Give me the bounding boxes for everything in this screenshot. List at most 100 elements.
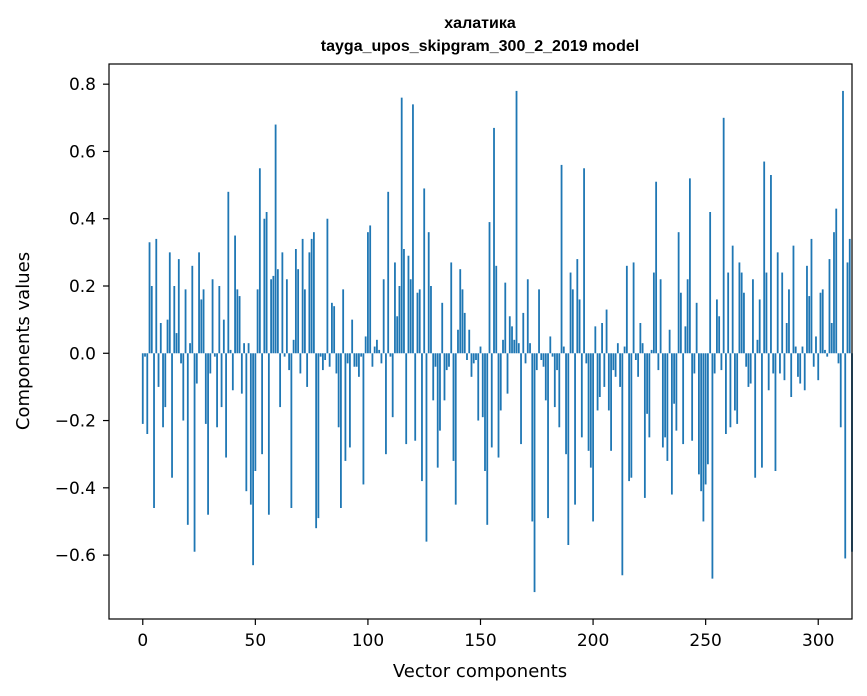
bar-261 — [729, 353, 732, 428]
bar-301 — [819, 292, 822, 354]
bar-101 — [369, 225, 372, 354]
bar-299 — [815, 336, 817, 354]
bar-219 — [634, 353, 637, 360]
bar-1 — [144, 353, 146, 357]
bar-194 — [578, 299, 581, 354]
bar-91 — [346, 353, 349, 364]
y-tick-label: 0.8 — [69, 75, 96, 95]
bar-57 — [270, 279, 273, 354]
x-tick-label: 200 — [577, 631, 609, 651]
bar-281 — [774, 353, 777, 471]
bar-54 — [263, 218, 266, 354]
bar-256 — [718, 316, 721, 354]
bar-129 — [432, 353, 435, 401]
bar-70 — [299, 353, 302, 374]
bar-274 — [758, 299, 761, 354]
bar-193 — [576, 259, 579, 354]
bar-116 — [403, 249, 405, 354]
bar-207 — [607, 353, 610, 411]
bar-112 — [394, 262, 396, 354]
bar-309 — [837, 353, 840, 364]
bar-270 — [749, 353, 752, 384]
bar-107 — [382, 279, 385, 354]
bar-209 — [612, 353, 615, 371]
bar-122 — [416, 292, 419, 354]
bars-group — [141, 90, 853, 593]
bar-123 — [418, 289, 421, 354]
bar-249 — [702, 353, 705, 522]
bar-304 — [826, 353, 829, 357]
bar-170 — [524, 353, 527, 364]
bar-208 — [610, 353, 612, 451]
bar-171 — [526, 279, 529, 354]
bar-4 — [150, 286, 153, 354]
bar-217 — [630, 353, 633, 478]
bar-8 — [159, 323, 162, 354]
bar-248 — [700, 353, 703, 492]
bar-150 — [479, 346, 482, 354]
bar-197 — [585, 353, 588, 364]
bar-294 — [803, 353, 806, 391]
bar-253 — [711, 353, 714, 579]
bar-175 — [535, 353, 538, 371]
bar-125 — [423, 188, 426, 354]
bar-64 — [285, 279, 288, 354]
bar-191 — [571, 289, 574, 354]
bar-218 — [632, 262, 635, 354]
bar-190 — [569, 272, 572, 354]
bar-235 — [670, 353, 673, 495]
bar-243 — [688, 178, 691, 354]
bar-312 — [844, 353, 847, 559]
bar-254 — [713, 353, 716, 374]
bar-139 — [454, 353, 457, 505]
bar-65 — [288, 353, 291, 371]
bar-180 — [547, 353, 549, 519]
bar-255 — [716, 299, 718, 354]
bar-88 — [340, 353, 342, 508]
bar-19 — [184, 289, 187, 354]
bar-92 — [349, 353, 351, 448]
bar-210 — [614, 353, 617, 377]
bar-177 — [540, 353, 543, 360]
bar-179 — [544, 353, 547, 401]
bar-118 — [407, 255, 410, 354]
bar-98 — [362, 353, 365, 485]
bar-308 — [835, 208, 838, 354]
bar-306 — [830, 323, 833, 354]
bar-148 — [475, 353, 477, 360]
y-ticks: −0.6 −0.4 −0.2 0.0 0.2 0.4 0.6 0.8 — [55, 75, 109, 566]
bar-283 — [779, 353, 781, 374]
bar-142 — [461, 289, 464, 354]
bar-80 — [321, 353, 324, 371]
bar-195 — [580, 353, 583, 438]
bar-18 — [182, 353, 185, 421]
x-tick-label: 300 — [802, 631, 834, 651]
bar-178 — [542, 353, 545, 367]
bar-60 — [276, 269, 279, 354]
bar-246 — [695, 302, 698, 354]
bar-71 — [301, 238, 304, 354]
bar-152 — [484, 353, 486, 471]
bar-108 — [385, 353, 387, 455]
bar-147 — [472, 353, 475, 364]
bar-236 — [673, 353, 676, 404]
y-tick-label: 0.6 — [69, 142, 96, 162]
bar-220 — [637, 353, 640, 377]
bar-272 — [754, 353, 757, 478]
chart-subtitle: tayga_upos_skipgram_300_2_2019 model — [321, 38, 639, 55]
chart-title: халатика — [444, 15, 516, 32]
bar-250 — [704, 353, 707, 485]
bar-212 — [619, 353, 621, 387]
bar-47 — [247, 343, 250, 354]
bar-73 — [306, 353, 309, 387]
bar-143 — [463, 312, 466, 354]
bar-162 — [506, 353, 509, 394]
bar-290 — [794, 346, 797, 354]
bar-263 — [734, 353, 736, 411]
bar-25 — [198, 252, 200, 354]
bar-233 — [666, 353, 669, 461]
bar-198 — [587, 353, 590, 451]
bar-287 — [788, 289, 790, 354]
bar-40 — [231, 353, 234, 391]
